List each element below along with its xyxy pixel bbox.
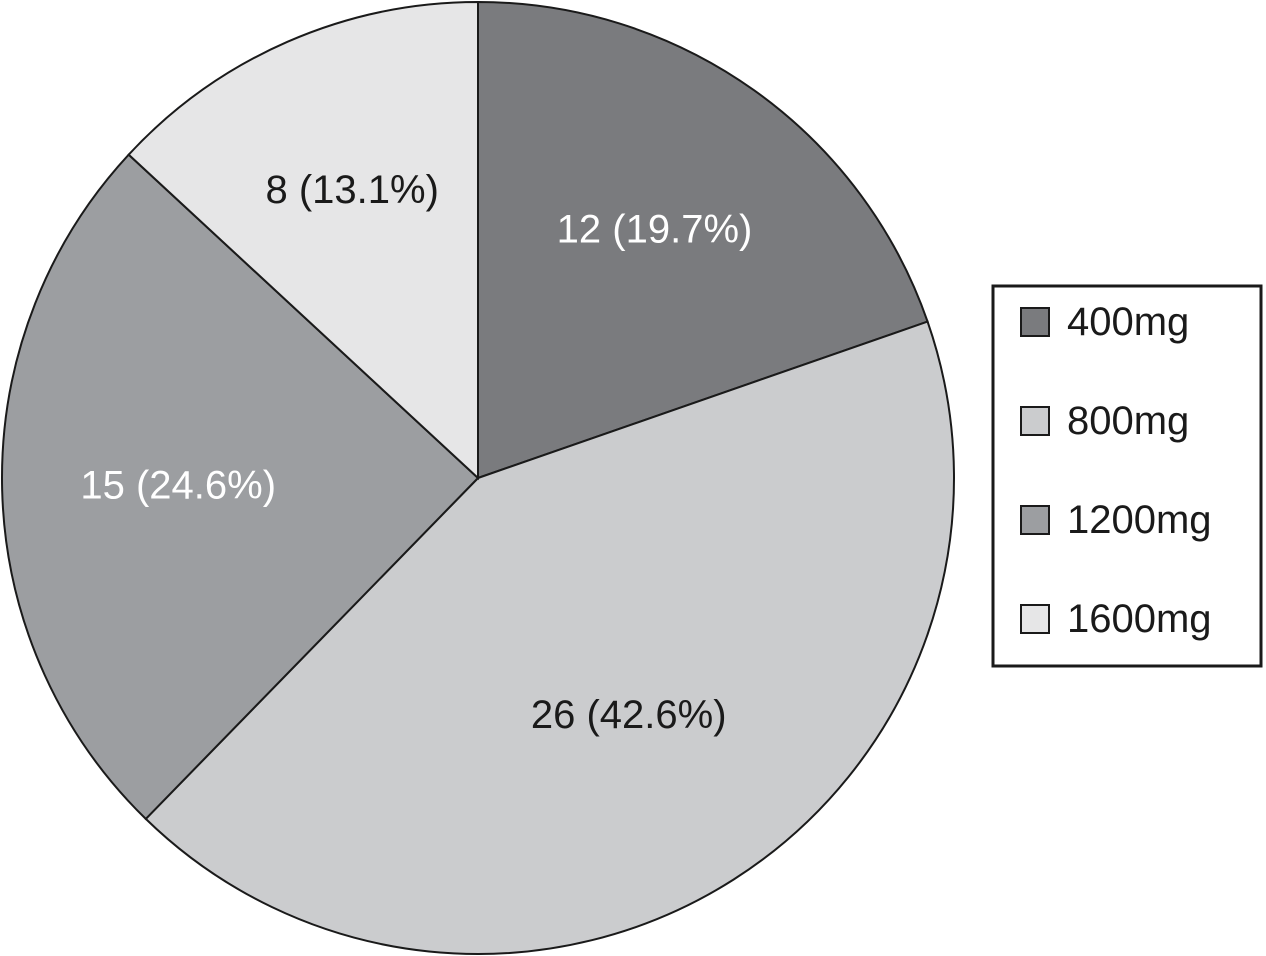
slice-label-800mg: 26 (42.6%)	[531, 693, 727, 737]
legend-swatch-1600mg	[1020, 604, 1050, 634]
pie-slice-1600mg	[127, 0, 479, 481]
pie-slice-labels: 12 (19.7%) 26 (42.6%) 15 (24.6%) 8 (13.1%)	[80, 168, 752, 737]
legend-item-1200mg: 1200mg	[1020, 498, 1212, 542]
legend-item-400mg: 400mg	[1020, 300, 1189, 344]
legend-label-1600mg: 1600mg	[1067, 597, 1212, 641]
legend-items: 400mg 800mg 1200mg 1600mg	[1020, 300, 1212, 641]
slice-label-400mg: 12 (19.7%)	[557, 208, 753, 252]
legend-item-800mg: 800mg	[1020, 399, 1189, 443]
pie-slices	[1, 0, 955, 955]
slice-label-1200mg: 15 (24.6%)	[80, 464, 276, 508]
slice-label-1600mg: 8 (13.1%)	[265, 168, 438, 212]
legend-label-400mg: 400mg	[1067, 300, 1189, 344]
legend-label-800mg: 800mg	[1067, 399, 1189, 443]
legend: 400mg 800mg 1200mg 1600mg	[991, 284, 1263, 668]
legend-swatch-400mg	[1020, 307, 1050, 337]
legend-item-1600mg: 1600mg	[1020, 597, 1212, 641]
pie-slice-400mg	[477, 0, 929, 480]
legend-box	[991, 284, 1263, 668]
legend-label-1200mg: 1200mg	[1067, 498, 1212, 542]
pie-slice-800mg	[144, 320, 955, 955]
pie-slice-1200mg	[1, 153, 480, 821]
legend-swatch-1200mg	[1020, 505, 1050, 535]
legend-swatch-800mg	[1020, 406, 1050, 436]
